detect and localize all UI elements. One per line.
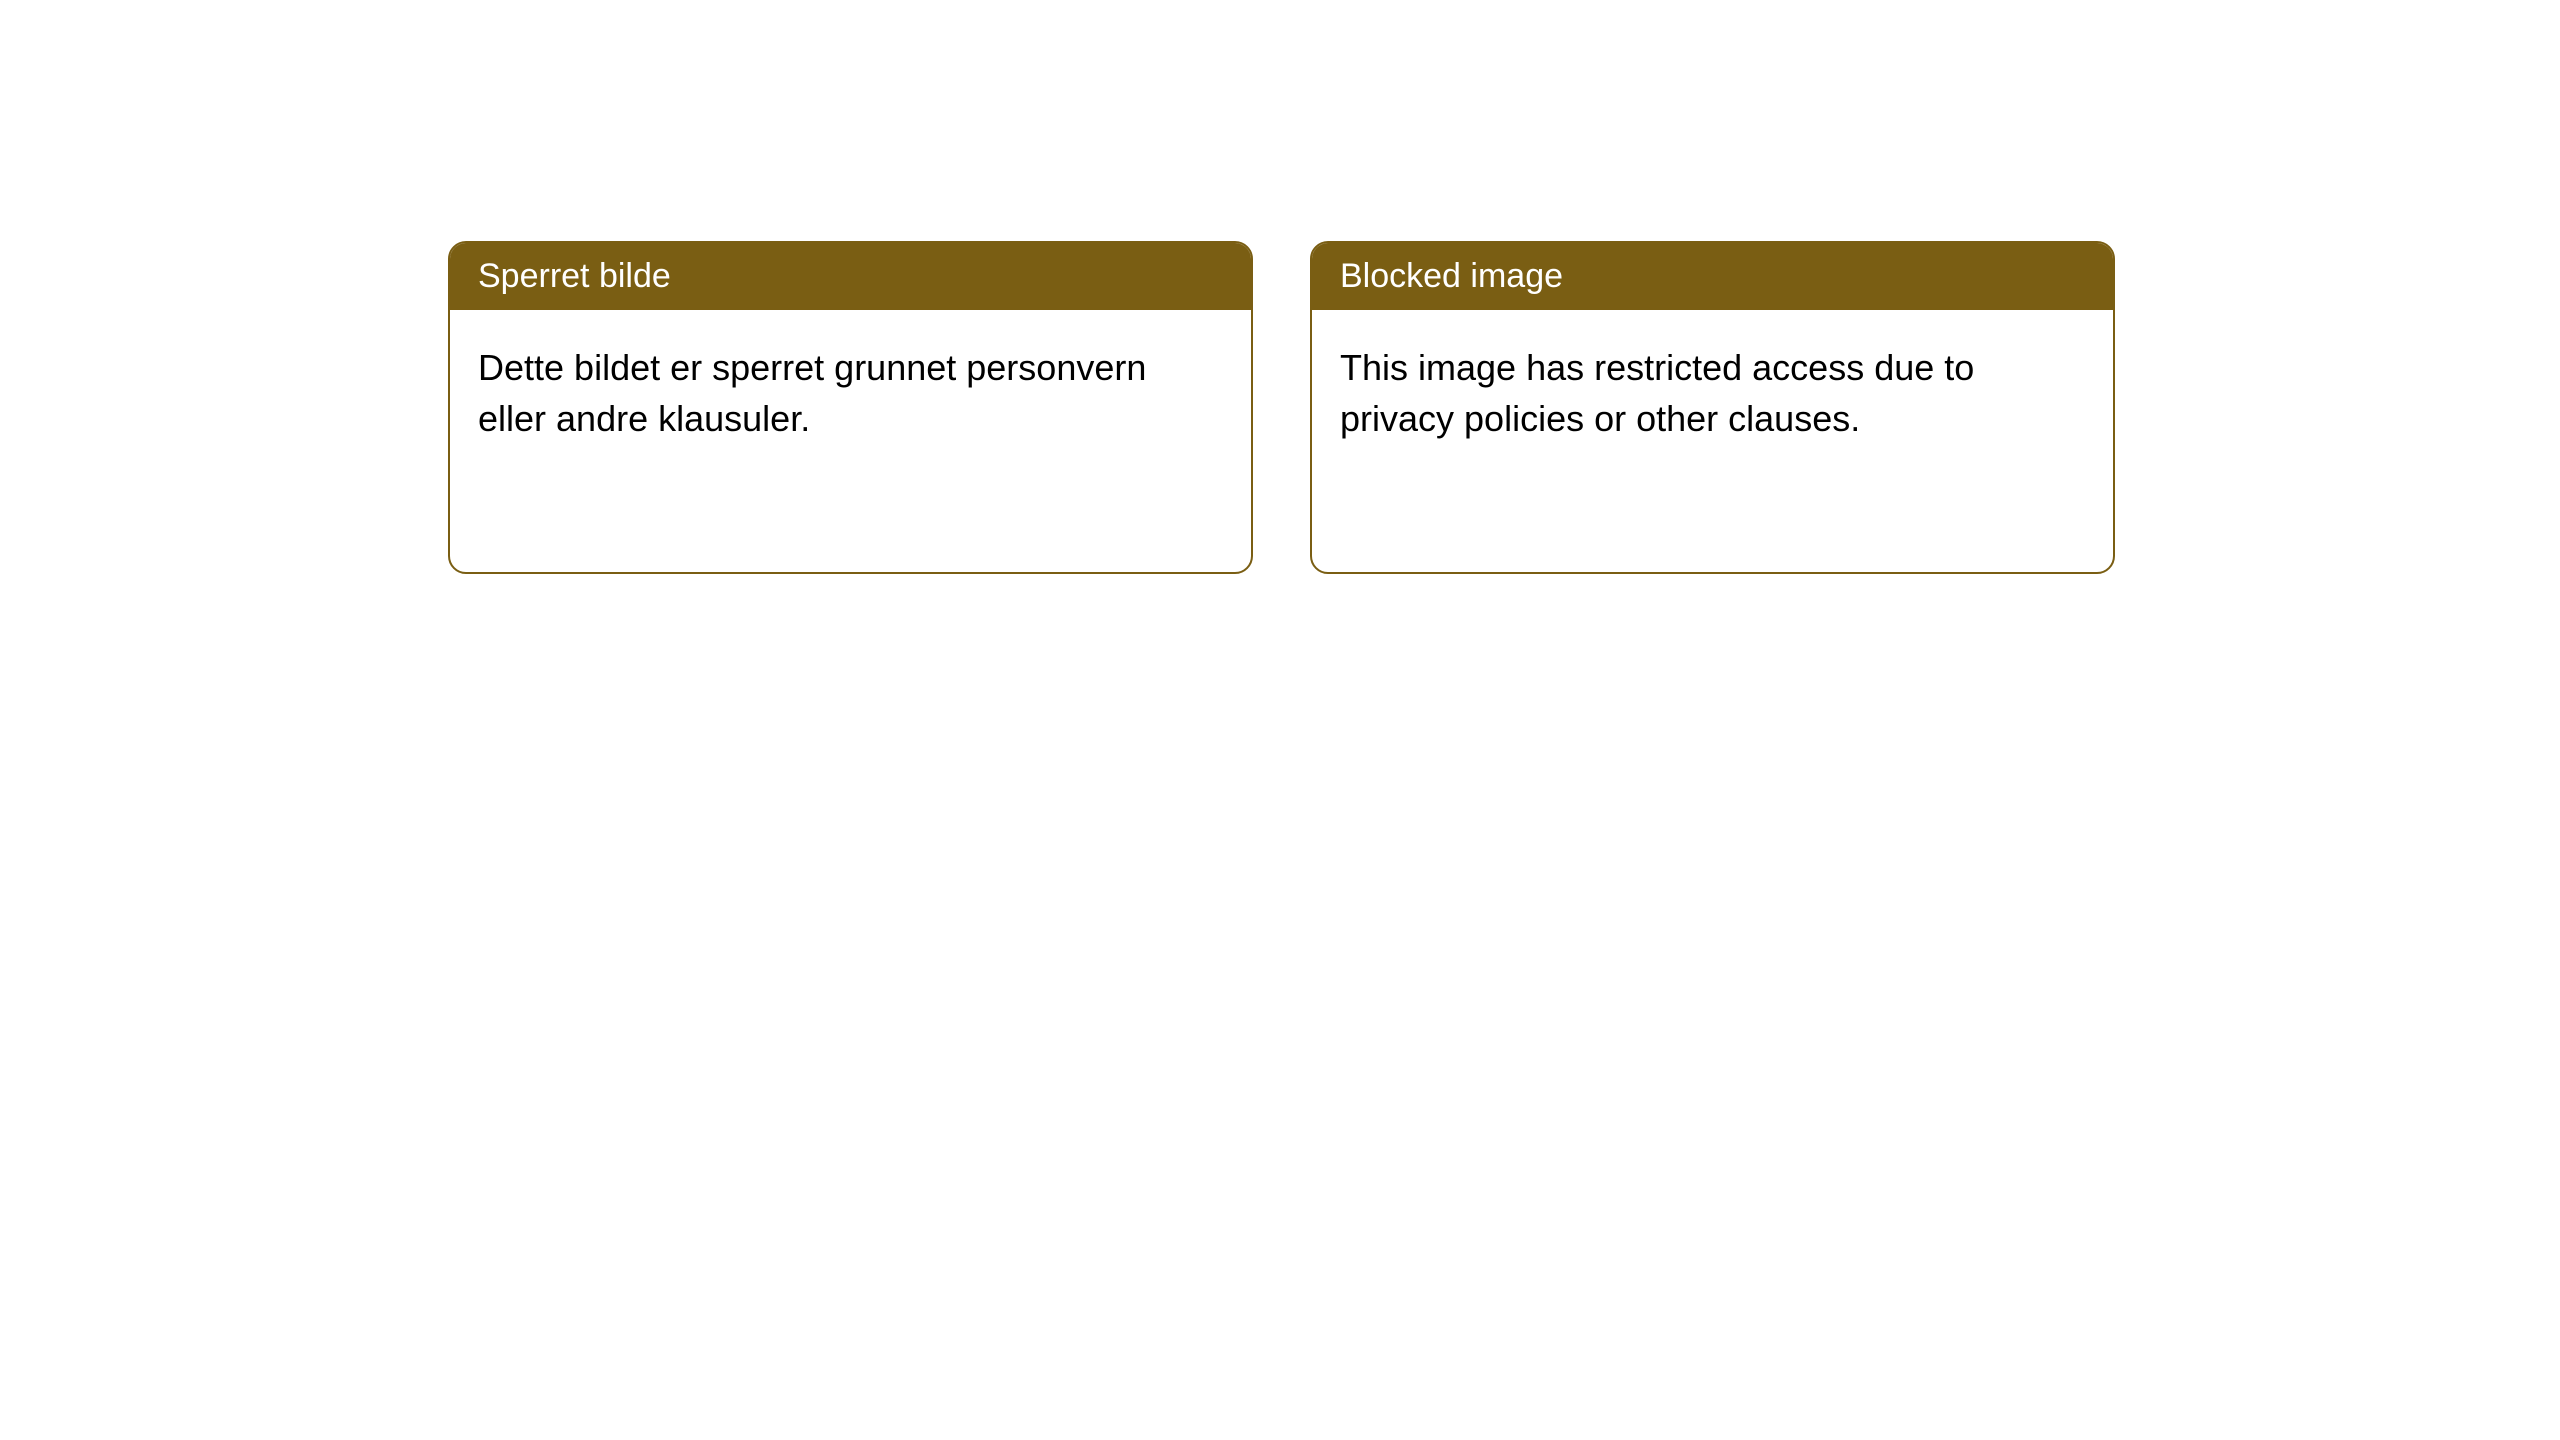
notice-body-no: Dette bildet er sperret grunnet personve… <box>450 310 1251 476</box>
notice-header-en: Blocked image <box>1312 243 2113 310</box>
notice-header-no: Sperret bilde <box>450 243 1251 310</box>
notice-body-en: This image has restricted access due to … <box>1312 310 2113 476</box>
notice-card-en: Blocked image This image has restricted … <box>1310 241 2115 574</box>
notice-card-no: Sperret bilde Dette bildet er sperret gr… <box>448 241 1253 574</box>
notice-container: Sperret bilde Dette bildet er sperret gr… <box>448 241 2115 574</box>
